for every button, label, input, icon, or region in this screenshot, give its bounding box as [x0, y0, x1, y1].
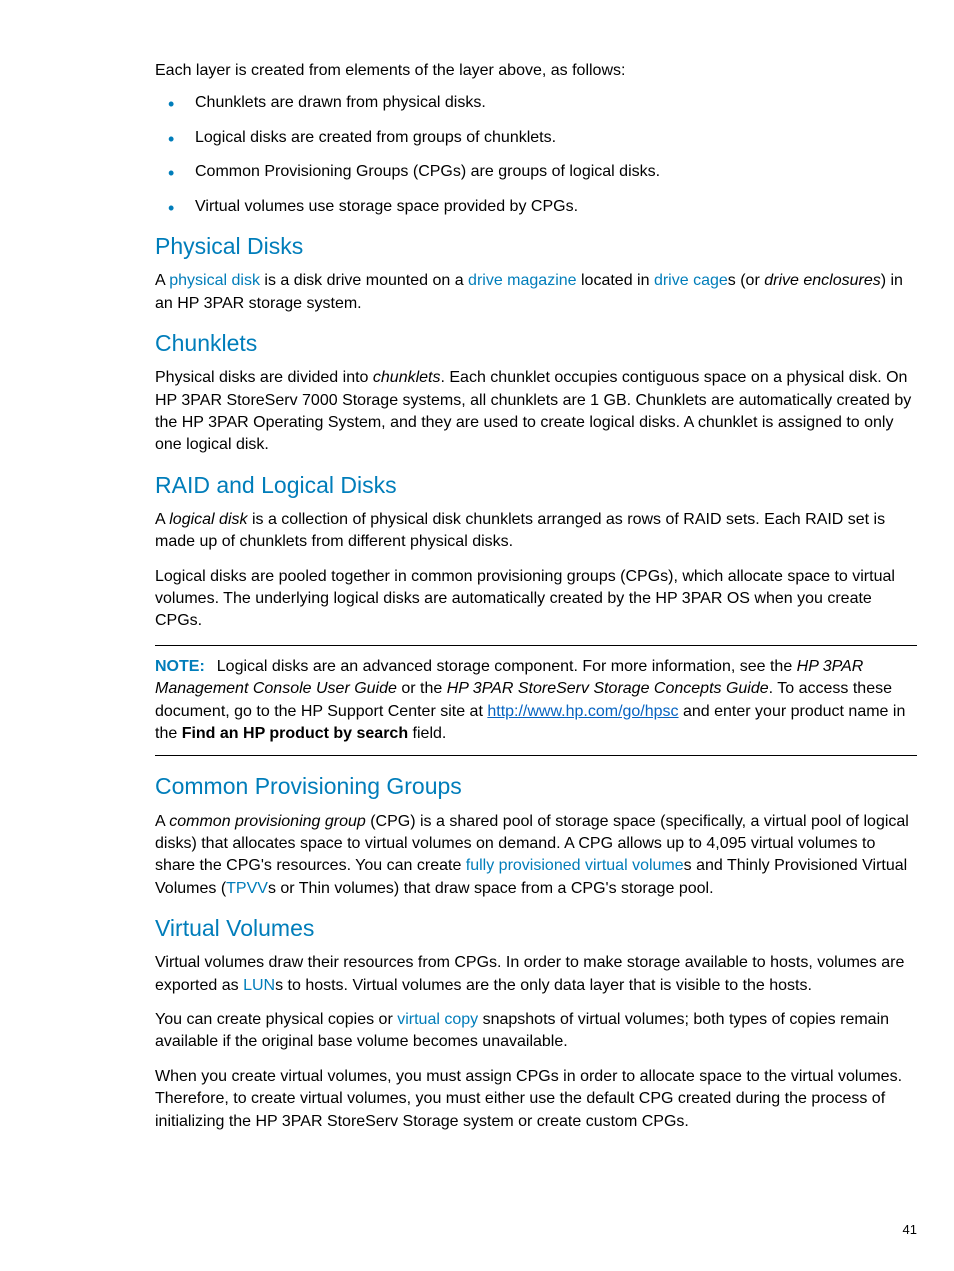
link-fully-provisioned[interactable]: fully provisioned virtual volume [466, 857, 684, 874]
text-fragment: A [155, 813, 169, 830]
italic-text: drive enclosures [764, 272, 881, 289]
link-virtual-copy[interactable]: virtual copy [397, 1011, 478, 1028]
text-fragment: is a disk drive mounted on a [260, 272, 468, 289]
vv-paragraph-3: When you create virtual volumes, you mus… [155, 1066, 917, 1133]
note-label: NOTE: [155, 658, 205, 675]
link-hp-support[interactable]: http://www.hp.com/go/hpsc [487, 703, 678, 720]
link-drive-cage[interactable]: drive cage [654, 272, 728, 289]
text-fragment: located in [577, 272, 654, 289]
italic-text: logical disk [169, 511, 247, 528]
text-fragment: You can create physical copies or [155, 1011, 397, 1028]
italic-text: common provisioning group [169, 813, 366, 830]
text-fragment: is a collection of physical disk chunkle… [155, 511, 885, 550]
text-fragment: s to hosts. Virtual volumes are the only… [275, 977, 812, 994]
text-fragment: field. [408, 725, 446, 742]
chunklets-paragraph: Physical disks are divided into chunklet… [155, 367, 917, 457]
text-fragment: s or Thin volumes) that draw space from … [268, 880, 714, 897]
text-fragment: Physical disks are divided into [155, 369, 373, 386]
list-item: Chunklets are drawn from physical disks. [155, 92, 917, 114]
page-number: 41 [903, 1221, 917, 1239]
heading-physical-disks: Physical Disks [155, 230, 917, 262]
italic-text: HP 3PAR StoreServ Storage Concepts Guide [447, 680, 769, 697]
vv-paragraph-1: Virtual volumes draw their resources fro… [155, 952, 917, 997]
link-drive-magazine[interactable]: drive magazine [468, 272, 577, 289]
text-fragment: A [155, 272, 169, 289]
text-fragment: or the [397, 680, 447, 697]
link-physical-disk[interactable]: physical disk [169, 272, 260, 289]
cpg-paragraph: A common provisioning group (CPG) is a s… [155, 811, 917, 901]
layer-bullet-list: Chunklets are drawn from physical disks.… [155, 92, 917, 218]
bold-text: Find an HP product by search [182, 725, 408, 742]
heading-raid: RAID and Logical Disks [155, 469, 917, 501]
physical-disks-paragraph: A physical disk is a disk drive mounted … [155, 270, 917, 315]
text-fragment: Logical disks are an advanced storage co… [217, 658, 797, 675]
heading-chunklets: Chunklets [155, 327, 917, 359]
intro-paragraph: Each layer is created from elements of t… [155, 60, 917, 82]
vv-paragraph-2: You can create physical copies or virtua… [155, 1009, 917, 1054]
italic-text: chunklets [373, 369, 441, 386]
link-tpvv[interactable]: TPVV [226, 880, 268, 897]
link-lun[interactable]: LUN [243, 977, 275, 994]
text-fragment: A [155, 511, 169, 528]
note-block: NOTE: Logical disks are an advanced stora… [155, 645, 917, 757]
heading-virtual-volumes: Virtual Volumes [155, 912, 917, 944]
raid-paragraph-2: Logical disks are pooled together in com… [155, 566, 917, 633]
list-item: Logical disks are created from groups of… [155, 127, 917, 149]
list-item: Common Provisioning Groups (CPGs) are gr… [155, 161, 917, 183]
raid-paragraph-1: A logical disk is a collection of physic… [155, 509, 917, 554]
heading-cpg: Common Provisioning Groups [155, 770, 917, 802]
list-item: Virtual volumes use storage space provid… [155, 196, 917, 218]
text-fragment: s (or [728, 272, 764, 289]
